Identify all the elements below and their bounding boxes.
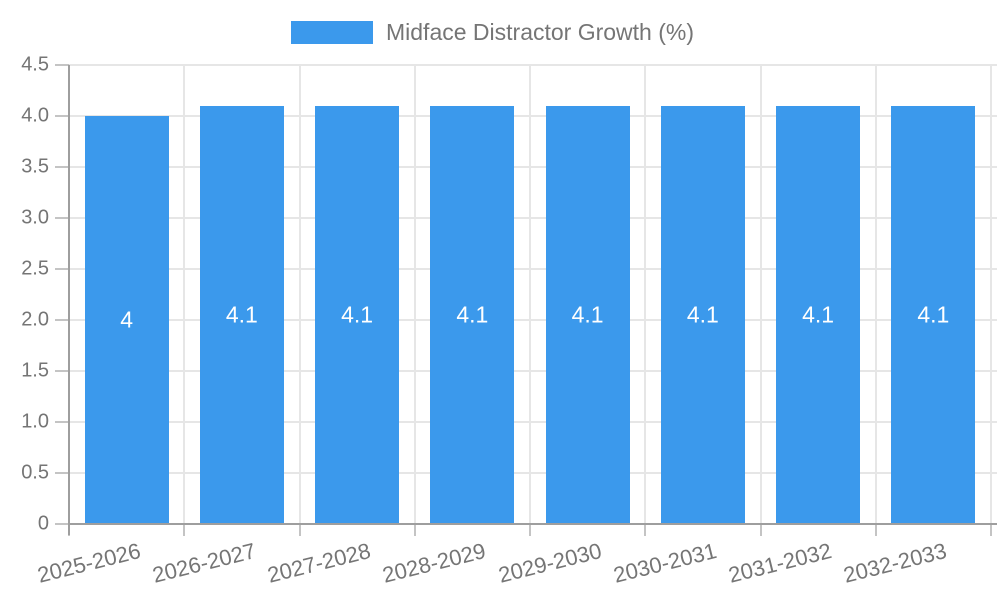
y-tick-label: 0 (37, 512, 49, 535)
x-tick (759, 525, 762, 536)
bar-value-label: 4.1 (802, 301, 835, 328)
y-tick-label: 4.0 (21, 104, 49, 127)
x-tick (874, 525, 877, 536)
y-tick (55, 217, 69, 219)
bar: 4.1 (199, 105, 284, 524)
legend: Midface Distractor Growth (%) (291, 20, 694, 44)
v-gridline (759, 65, 762, 524)
y-tick (55, 64, 69, 66)
h-gridline (69, 166, 997, 168)
x-tick (529, 525, 531, 536)
y-tick (55, 268, 69, 270)
x-axis-line (69, 523, 997, 525)
h-gridline (69, 268, 997, 270)
v-gridline (298, 65, 301, 524)
y-tick (55, 319, 69, 321)
x-tick (644, 525, 647, 536)
y-axis-line (68, 65, 70, 535)
bar: 4.1 (776, 105, 861, 524)
y-tick (55, 472, 69, 474)
y-tick-label: 3.0 (21, 206, 49, 229)
x-tick (298, 525, 301, 536)
legend-label: Midface Distractor Growth (%) (386, 19, 695, 45)
h-gridline (69, 115, 997, 117)
y-tick (55, 166, 69, 168)
y-tick (55, 370, 69, 372)
bar: 4 (84, 116, 169, 524)
v-gridline (644, 65, 647, 524)
bar-value-label: 4.1 (571, 301, 604, 328)
bar: 4.1 (660, 105, 745, 524)
y-tick-label: 2.5 (21, 257, 49, 280)
h-gridline (69, 472, 997, 474)
h-gridline (69, 64, 997, 66)
bar: 4.1 (430, 105, 515, 524)
y-tick (55, 421, 69, 423)
bar-value-label: 4.1 (225, 301, 258, 328)
y-tick-label: 1.0 (21, 410, 49, 433)
bar-value-label: 4.1 (341, 301, 374, 328)
legend-swatch (291, 20, 373, 44)
h-gridline (69, 217, 997, 219)
y-tick (55, 523, 69, 525)
bar-value-label: 4.1 (456, 301, 489, 328)
v-gridline (183, 65, 186, 524)
bar: 4.1 (891, 105, 976, 524)
bar-value-label: 4.1 (686, 301, 719, 328)
bar: 4.1 (315, 105, 400, 524)
y-tick-label: 4.5 (21, 53, 49, 76)
v-gridline (874, 65, 877, 524)
h-gridline (69, 421, 997, 423)
h-gridline (69, 319, 997, 321)
x-tick (413, 525, 416, 536)
bar: 4.1 (545, 105, 630, 524)
y-tick-label: 1.5 (21, 359, 49, 382)
v-gridline (990, 65, 992, 524)
x-tick (990, 525, 992, 536)
y-tick (55, 115, 69, 117)
h-gridline (69, 370, 997, 372)
y-tick-label: 0.5 (21, 461, 49, 484)
v-gridline (529, 65, 531, 524)
x-tick (183, 525, 186, 536)
bar-value-label: 4.1 (917, 301, 950, 328)
v-gridline (413, 65, 416, 524)
y-tick-label: 2.0 (21, 308, 49, 331)
y-tick-label: 3.5 (21, 155, 49, 178)
bar-value-label: 4 (120, 306, 134, 333)
